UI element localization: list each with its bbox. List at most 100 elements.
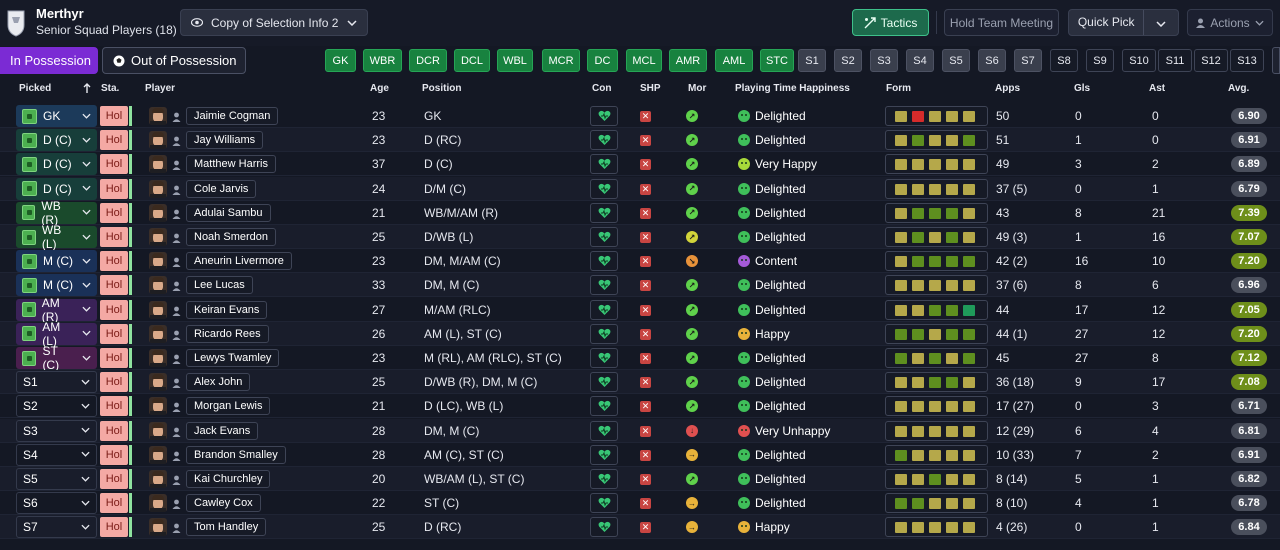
- condition-heart-icon[interactable]: [590, 178, 618, 199]
- col-morale[interactable]: Mor: [688, 83, 707, 94]
- form-indicator[interactable]: [885, 444, 988, 465]
- position-button-amr[interactable]: AMR: [669, 49, 707, 72]
- status-badge[interactable]: Hol: [100, 517, 128, 538]
- chevron-down-icon[interactable]: [1144, 16, 1178, 30]
- player-name-link[interactable]: Aneurin Livermore: [186, 252, 292, 271]
- condition-heart-icon[interactable]: [590, 493, 618, 514]
- condition-heart-icon[interactable]: [590, 202, 618, 223]
- condition-heart-icon[interactable]: [590, 444, 618, 465]
- table-row[interactable]: S3 Hol Jack Evans 28 DM, M (C) ✕ ↓ Very Unhappy…: [0, 418, 1280, 443]
- picked-position-dropdown[interactable]: D (C): [16, 177, 97, 200]
- status-badge[interactable]: Hol: [100, 154, 128, 175]
- status-badge[interactable]: Hol: [100, 202, 128, 223]
- picked-position-dropdown[interactable]: GK: [16, 105, 97, 127]
- position-button-wbl[interactable]: WBL: [497, 49, 533, 72]
- status-badge[interactable]: Hol: [100, 469, 128, 489]
- player-name-link[interactable]: Brandon Smalley: [186, 445, 286, 464]
- col-player[interactable]: Player: [145, 83, 176, 94]
- actions-button[interactable]: Actions: [1187, 9, 1273, 36]
- table-row[interactable]: S5 Hol Kai Churchley 20 WB/AM (L), ST (C) ✕ ↗ D…: [0, 467, 1280, 491]
- status-badge[interactable]: Hol: [100, 323, 128, 344]
- status-badge[interactable]: Hol: [100, 372, 128, 393]
- col-form[interactable]: Form: [886, 83, 911, 94]
- player-name-link[interactable]: Jack Evans: [186, 421, 259, 440]
- picked-position-dropdown[interactable]: S6: [16, 492, 97, 515]
- form-indicator[interactable]: [885, 396, 988, 417]
- status-badge[interactable]: Hol: [100, 396, 128, 417]
- out-of-possession-tab[interactable]: Out of Possession: [102, 47, 246, 74]
- form-indicator[interactable]: [885, 106, 988, 126]
- picked-position-dropdown[interactable]: S3: [16, 419, 97, 442]
- condition-heart-icon[interactable]: [590, 251, 618, 272]
- position-button-s6[interactable]: S6: [978, 49, 1006, 72]
- avatar[interactable]: [149, 470, 167, 488]
- player-name-link[interactable]: Jay Williams: [186, 131, 264, 150]
- position-button-dcr[interactable]: DCR: [409, 49, 447, 72]
- avatar[interactable]: [149, 349, 167, 367]
- form-indicator[interactable]: [885, 178, 988, 199]
- player-name-link[interactable]: Tom Handley: [186, 518, 267, 537]
- player-name-link[interactable]: Kai Churchley: [186, 470, 271, 488]
- picked-position-dropdown[interactable]: AM (L): [16, 320, 97, 348]
- position-button-s11[interactable]: S11: [1158, 49, 1192, 72]
- table-row[interactable]: AM (L) Hol Ricardo Rees 26 AM (L), ST (C) ✕ ↗ H…: [0, 320, 1280, 348]
- position-button-s9[interactable]: S9: [1086, 49, 1114, 72]
- table-row[interactable]: D (C) Hol Matthew Harris 37 D (C) ✕ ↗ Very Happ…: [0, 152, 1280, 177]
- picked-position-dropdown[interactable]: S5: [16, 468, 97, 490]
- avatar[interactable]: [149, 324, 167, 343]
- position-button-dc[interactable]: DC: [587, 49, 618, 72]
- status-badge[interactable]: Hol: [100, 227, 128, 247]
- player-name-link[interactable]: Morgan Lewis: [186, 397, 271, 416]
- position-button-s7[interactable]: S7: [1014, 49, 1042, 72]
- position-button-s13[interactable]: S13: [1230, 49, 1264, 72]
- picked-position-dropdown[interactable]: WB (R): [16, 199, 97, 227]
- table-row[interactable]: S2 Hol Morgan Lewis 21 D (LC), WB (L) ✕ ↗ Delig…: [0, 394, 1280, 419]
- table-row[interactable]: S4 Hol Brandon Smalley 28 AM (C), ST (C) ✕ → De…: [0, 443, 1280, 467]
- scroll-right-button[interactable]: [1272, 47, 1280, 74]
- picked-position-dropdown[interactable]: D (C): [16, 129, 97, 152]
- in-possession-tab[interactable]: In Possession: [0, 47, 98, 74]
- position-button-s10[interactable]: S10: [1122, 49, 1156, 72]
- avatar[interactable]: [149, 155, 167, 174]
- status-badge[interactable]: Hol: [100, 493, 128, 514]
- position-button-aml[interactable]: AML: [715, 49, 753, 72]
- table-row[interactable]: WB (R) Hol Adulai Sambu 21 WB/M/AM (R) ✕ ↗ Deli…: [0, 199, 1280, 227]
- player-name-link[interactable]: Lewys Twamley: [186, 349, 280, 367]
- player-name-link[interactable]: Matthew Harris: [186, 155, 276, 174]
- form-indicator[interactable]: [885, 372, 988, 393]
- table-row[interactable]: S7 Hol Tom Handley 25 D (RC) ✕ → Happy 4 (26) 0 1 6…: [0, 515, 1280, 540]
- picked-position-dropdown[interactable]: S1: [16, 371, 97, 394]
- position-button-gk[interactable]: GK: [325, 49, 356, 72]
- position-button-dcl[interactable]: DCL: [454, 49, 490, 72]
- col-goals[interactable]: Gls: [1074, 83, 1091, 94]
- quick-pick-button[interactable]: Quick Pick: [1068, 9, 1179, 36]
- form-indicator[interactable]: [885, 493, 988, 514]
- player-name-link[interactable]: Keiran Evans: [186, 300, 268, 319]
- selection-dropdown[interactable]: Copy of Selection Info 2: [180, 9, 368, 36]
- position-button-s8[interactable]: S8: [1050, 49, 1078, 72]
- position-button-s2[interactable]: S2: [834, 49, 862, 72]
- condition-heart-icon[interactable]: [590, 130, 618, 151]
- table-row[interactable]: D (C) Hol Cole Jarvis 24 D/M (C) ✕ ↗ Delighted 3…: [0, 176, 1280, 201]
- picked-position-dropdown[interactable]: WB (L): [16, 223, 97, 251]
- picked-position-dropdown[interactable]: S7: [16, 516, 97, 539]
- player-name-link[interactable]: Noah Smerdon: [186, 228, 276, 246]
- status-badge[interactable]: Hol: [100, 444, 128, 465]
- avatar[interactable]: [149, 421, 167, 440]
- condition-heart-icon[interactable]: [590, 299, 618, 320]
- form-indicator[interactable]: [885, 469, 988, 489]
- position-button-mcr[interactable]: MCR: [542, 49, 580, 72]
- col-shp[interactable]: SHP: [640, 83, 661, 94]
- avatar[interactable]: [149, 252, 167, 271]
- picked-position-dropdown[interactable]: S2: [16, 395, 97, 418]
- condition-heart-icon[interactable]: [590, 348, 618, 368]
- status-badge[interactable]: Hol: [100, 178, 128, 199]
- position-button-wbr[interactable]: WBR: [363, 49, 402, 72]
- form-indicator[interactable]: [885, 251, 988, 272]
- player-name-link[interactable]: Cole Jarvis: [186, 179, 257, 198]
- avatar[interactable]: [149, 373, 167, 392]
- avatar[interactable]: [149, 276, 167, 295]
- condition-heart-icon[interactable]: [590, 517, 618, 538]
- tactics-button[interactable]: Tactics: [852, 9, 929, 36]
- condition-heart-icon[interactable]: [590, 227, 618, 247]
